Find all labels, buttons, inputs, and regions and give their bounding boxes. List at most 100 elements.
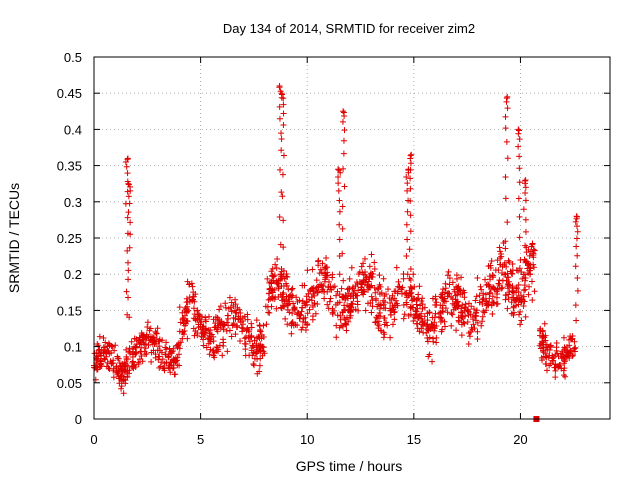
data-point bbox=[408, 293, 415, 300]
data-point bbox=[482, 291, 489, 298]
data-point bbox=[504, 274, 511, 281]
data-point bbox=[346, 309, 353, 316]
data-point bbox=[147, 325, 154, 332]
data-point bbox=[514, 267, 521, 274]
data-point bbox=[539, 357, 546, 364]
data-point bbox=[376, 309, 383, 316]
data-point bbox=[207, 338, 214, 345]
data-point bbox=[290, 300, 297, 307]
data-point bbox=[154, 325, 161, 332]
data-point bbox=[516, 136, 523, 143]
data-point bbox=[188, 280, 195, 287]
data-point bbox=[515, 281, 522, 288]
data-point bbox=[288, 322, 295, 329]
data-point bbox=[340, 277, 347, 284]
data-point bbox=[348, 301, 355, 308]
data-point bbox=[506, 259, 513, 266]
data-point bbox=[403, 221, 410, 228]
data-point bbox=[176, 345, 183, 352]
data-point bbox=[195, 324, 202, 331]
data-point bbox=[125, 259, 132, 266]
data-point bbox=[407, 212, 414, 219]
data-point bbox=[300, 315, 307, 322]
data-point bbox=[522, 313, 529, 320]
data-point bbox=[479, 318, 486, 325]
data-point bbox=[354, 292, 361, 299]
data-point bbox=[562, 373, 569, 380]
data-point bbox=[514, 285, 521, 292]
data-point bbox=[503, 138, 510, 145]
data-point bbox=[493, 294, 500, 301]
data-point bbox=[380, 275, 387, 282]
data-point bbox=[522, 216, 529, 223]
data-point bbox=[142, 351, 149, 358]
data-point bbox=[542, 337, 549, 344]
data-point bbox=[213, 326, 220, 333]
data-point bbox=[284, 273, 291, 280]
data-point bbox=[480, 308, 487, 315]
data-point bbox=[510, 303, 517, 310]
data-point bbox=[260, 322, 267, 329]
data-point bbox=[219, 352, 226, 359]
data-point bbox=[425, 353, 432, 360]
data-point bbox=[537, 325, 544, 332]
data-point bbox=[125, 294, 132, 301]
data-point bbox=[523, 258, 530, 265]
x-axis-title: GPS time / hours bbox=[296, 458, 403, 474]
data-point bbox=[191, 332, 198, 339]
data-point bbox=[288, 286, 295, 293]
data-point bbox=[338, 285, 345, 292]
x-tick-label: 10 bbox=[300, 432, 314, 447]
data-point bbox=[251, 337, 258, 344]
data-point bbox=[368, 251, 375, 258]
data-point bbox=[294, 322, 301, 329]
data-point bbox=[331, 283, 338, 290]
data-point bbox=[124, 170, 131, 177]
data-point bbox=[374, 286, 381, 293]
grid-lines bbox=[94, 57, 610, 419]
data-point bbox=[407, 166, 414, 173]
data-point bbox=[419, 295, 426, 302]
data-point bbox=[542, 353, 549, 360]
data-point bbox=[469, 316, 476, 323]
data-point bbox=[520, 271, 527, 278]
data-point bbox=[461, 320, 468, 327]
data-point bbox=[425, 325, 432, 332]
data-point bbox=[407, 155, 414, 162]
data-point bbox=[504, 305, 511, 312]
data-point bbox=[520, 293, 527, 300]
data-point bbox=[246, 332, 253, 339]
data-point bbox=[462, 301, 469, 308]
data-point bbox=[253, 350, 260, 357]
data-point bbox=[210, 352, 217, 359]
y-tick-label: 0.35 bbox=[57, 159, 82, 174]
data-point bbox=[278, 147, 285, 154]
data-point bbox=[232, 296, 239, 303]
data-point bbox=[414, 325, 421, 332]
data-point bbox=[518, 317, 525, 324]
data-point bbox=[282, 315, 289, 322]
data-point bbox=[123, 163, 130, 170]
data-point bbox=[461, 294, 468, 301]
data-point bbox=[202, 314, 209, 321]
data-point bbox=[223, 327, 230, 334]
data-point bbox=[280, 217, 287, 224]
data-point bbox=[396, 283, 403, 290]
data-point bbox=[433, 334, 440, 341]
data-point bbox=[413, 296, 420, 303]
data-point bbox=[200, 342, 207, 349]
data-point bbox=[375, 285, 382, 292]
data-point bbox=[280, 122, 287, 129]
data-point bbox=[410, 304, 417, 311]
data-point bbox=[359, 281, 366, 288]
data-point bbox=[350, 295, 357, 302]
data-point bbox=[159, 356, 166, 363]
data-point bbox=[183, 317, 190, 324]
data-point bbox=[347, 312, 354, 319]
data-point bbox=[471, 305, 478, 312]
data-point bbox=[547, 344, 554, 351]
data-point bbox=[481, 309, 488, 316]
data-point bbox=[131, 335, 138, 342]
data-point bbox=[339, 225, 346, 232]
data-point bbox=[163, 359, 170, 366]
